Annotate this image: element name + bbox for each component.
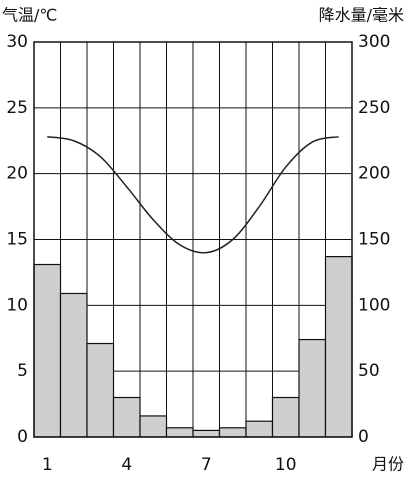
precipitation-bar	[112, 396, 141, 438]
temperature-line	[47, 136, 339, 254]
y-tick-label: 30	[6, 32, 28, 52]
y-tick-label: 5	[17, 361, 28, 381]
precipitation-bar	[59, 292, 88, 438]
precipitation-bar	[218, 427, 247, 438]
x-tick-label: 4	[121, 455, 132, 475]
y2-tick-label: 250	[358, 98, 390, 118]
precipitation-bar	[33, 263, 62, 438]
precipitation-bar	[271, 396, 300, 438]
y-axis-title: 气温/℃	[2, 6, 57, 25]
x-tick-label: 10	[275, 455, 297, 475]
y-tick-label: 25	[6, 98, 28, 118]
precipitation-bar	[245, 420, 274, 438]
x-tick-label: 1	[42, 455, 53, 475]
precipitation-bar	[165, 427, 194, 438]
precipitation-bar	[86, 342, 115, 438]
y-tick-label: 15	[6, 230, 28, 250]
x-tick-label: 7	[201, 455, 212, 475]
y-tick-label: 0	[17, 427, 28, 447]
precipitation-bar	[192, 429, 221, 438]
y2-tick-label: 0	[358, 427, 369, 447]
y2-tick-label: 200	[358, 164, 390, 184]
y-tick-label: 10	[6, 295, 28, 315]
precipitation-bar	[324, 256, 353, 438]
precipitation-bar	[298, 338, 327, 438]
y2-tick-label: 100	[358, 295, 390, 315]
precipitation-bar	[139, 415, 168, 438]
y2-tick-label: 150	[358, 230, 390, 250]
y2-tick-label: 50	[358, 361, 380, 381]
x-axis-title: 月份	[372, 455, 404, 474]
y2-axis-title: 降水量/毫米	[319, 6, 404, 25]
y2-tick-label: 300	[358, 32, 390, 52]
plot-frame	[33, 41, 353, 438]
y-tick-label: 20	[6, 164, 28, 184]
